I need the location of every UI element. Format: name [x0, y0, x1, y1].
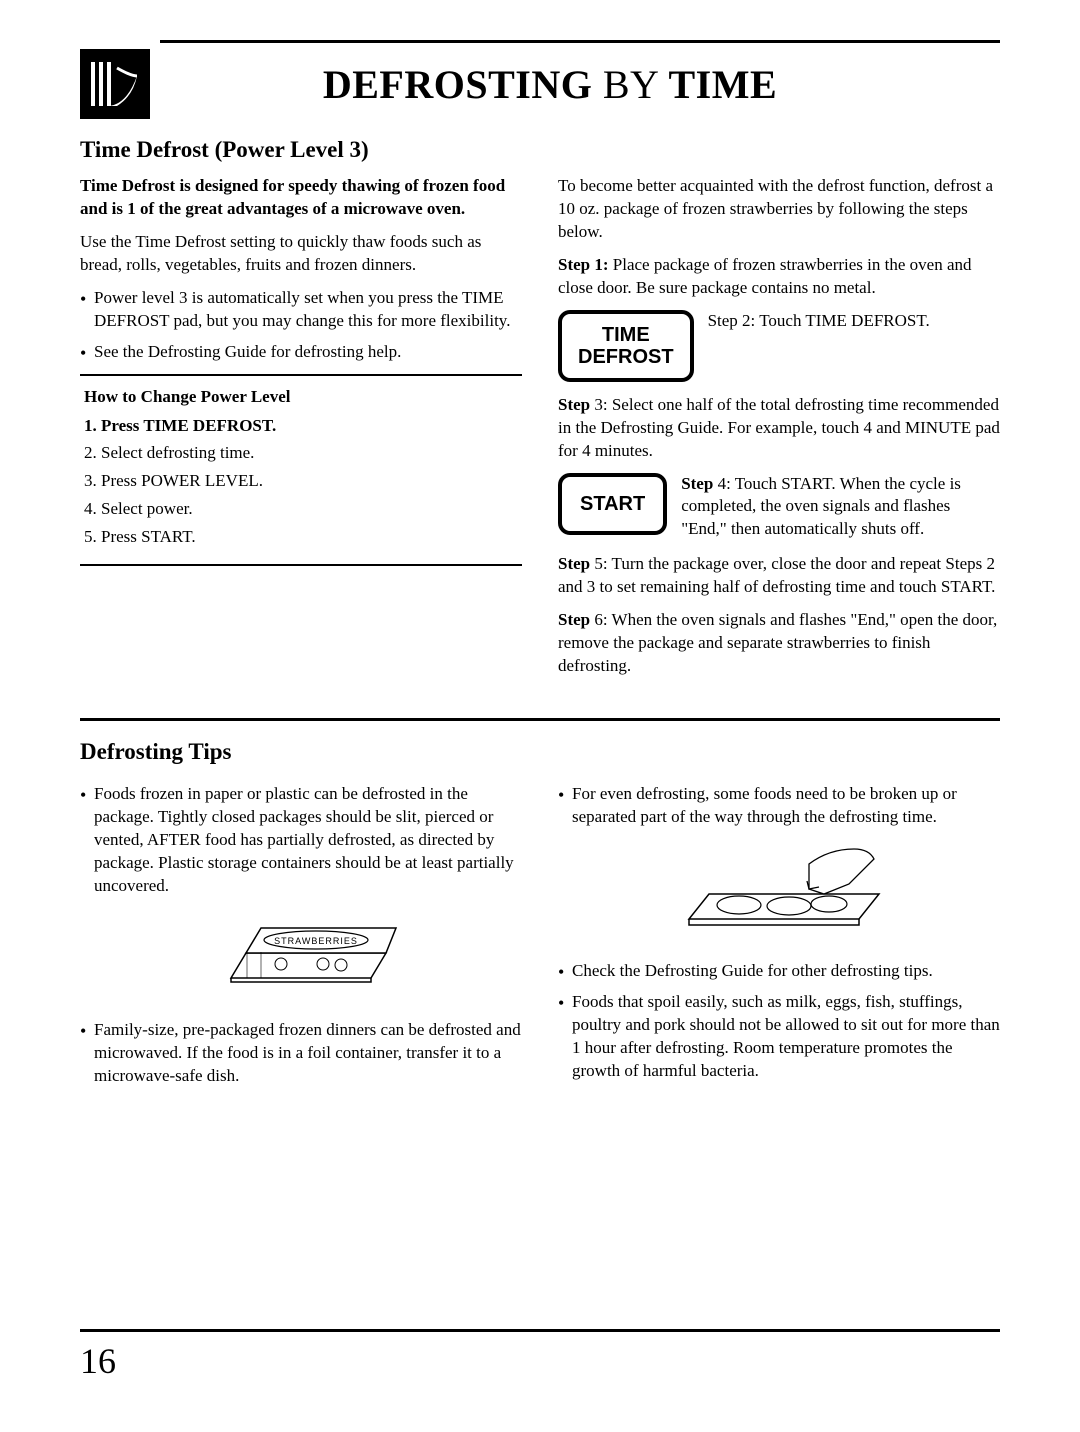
- step5-label: Step: [558, 554, 590, 573]
- step2-row: TIME DEFROST Step 2: Touch TIME DEFROST.: [558, 310, 1000, 382]
- step6-text: 6: When the oven signals and flashes "En…: [558, 610, 997, 675]
- logo-icon: [80, 49, 150, 119]
- button-line1: TIME: [602, 324, 650, 346]
- step5-text: 5: Turn the package over, close the door…: [558, 554, 995, 596]
- page-number: 16: [80, 1340, 116, 1382]
- strawberry-package-illustration: STRAWBERRIES: [80, 908, 522, 1005]
- howto-title: How to Change Power Level: [84, 386, 518, 409]
- left-bullets: Power level 3 is automatically set when …: [80, 287, 522, 364]
- svg-text:STRAWBERRIES: STRAWBERRIES: [274, 936, 358, 946]
- divider: [80, 718, 1000, 721]
- howto-step: 3. Press POWER LEVEL.: [84, 470, 518, 493]
- step4: Step 4: Touch START. When the cycle is c…: [681, 473, 1000, 542]
- section2-columns: Foods frozen in paper or plastic can be …: [80, 777, 1000, 1097]
- step5: Step 5: Turn the package over, close the…: [558, 553, 1000, 599]
- howto-list: 1. Press TIME DEFROST. 2. Select defrost…: [84, 415, 518, 550]
- section1-title: Time Defrost (Power Level 3): [80, 137, 1000, 163]
- step4-label: Step: [681, 474, 713, 493]
- tip-bullet: Family-size, pre-packaged frozen dinners…: [80, 1019, 522, 1088]
- section1-columns: Time Defrost is designed for speedy thaw…: [80, 175, 1000, 688]
- start-button-icon: START: [558, 473, 667, 535]
- title-part1: DEFROSTING: [323, 62, 593, 107]
- separating-food-illustration: [558, 839, 1000, 946]
- howto-box: How to Change Power Level 1. Press TIME …: [80, 374, 522, 567]
- top-rule: [160, 40, 1000, 43]
- tip-bullet: Check the Defrosting Guide for other def…: [558, 960, 1000, 983]
- bottom-rule: [80, 1329, 1000, 1332]
- start-label: START: [580, 493, 645, 515]
- section1-right: To become better acquainted with the def…: [558, 175, 1000, 688]
- section2-left: Foods frozen in paper or plastic can be …: [80, 777, 522, 1097]
- tips-left-bullets2: Family-size, pre-packaged frozen dinners…: [80, 1019, 522, 1088]
- howto-step: 2. Select defrosting time.: [84, 442, 518, 465]
- step3: Step 3: Select one half of the total def…: [558, 394, 1000, 463]
- step6: Step 6: When the oven signals and flashe…: [558, 609, 1000, 678]
- time-defrost-button-icon: TIME DEFROST: [558, 310, 694, 382]
- tip-bullet: Foods that spoil easily, such as milk, e…: [558, 991, 1000, 1083]
- step3-text: 3: Select one half of the total defrosti…: [558, 395, 1000, 460]
- tips-right-bullets: For even defrosting, some foods need to …: [558, 783, 1000, 829]
- section2-title: Defrosting Tips: [80, 739, 1000, 765]
- step2-text: Step 2: Touch TIME DEFROST.: [708, 310, 930, 333]
- howto-step: 5. Press START.: [84, 526, 518, 549]
- section1-left: Time Defrost is designed for speedy thaw…: [80, 175, 522, 688]
- page-title: DEFROSTING BY TIME: [170, 61, 1000, 108]
- left-p1: Use the Time Defrost setting to quickly …: [80, 231, 522, 277]
- step3-label: Step: [558, 395, 590, 414]
- step4-row: START Step 4: Touch START. When the cycl…: [558, 473, 1000, 542]
- tip-bullet: Foods frozen in paper or plastic can be …: [80, 783, 522, 898]
- title-part3: TIME: [668, 62, 777, 107]
- step1: Step 1: Place package of frozen strawber…: [558, 254, 1000, 300]
- howto-step: 1. Press TIME DEFROST.: [84, 415, 518, 438]
- right-p1: To become better acquainted with the def…: [558, 175, 1000, 244]
- section2-right: For even defrosting, some foods need to …: [558, 777, 1000, 1097]
- button-line2: DEFROST: [578, 346, 674, 368]
- step6-label: Step: [558, 610, 590, 629]
- left-bullet: Power level 3 is automatically set when …: [80, 287, 522, 333]
- tip-bullet: For even defrosting, some foods need to …: [558, 783, 1000, 829]
- left-bullet: See the Defrosting Guide for defrosting …: [80, 341, 522, 364]
- intro-bold: Time Defrost is designed for speedy thaw…: [80, 175, 522, 221]
- header: DEFROSTING BY TIME: [80, 49, 1000, 119]
- step1-label: Step 1:: [558, 255, 609, 274]
- tips-left-bullets: Foods frozen in paper or plastic can be …: [80, 783, 522, 898]
- title-part2: BY: [592, 62, 668, 107]
- step1-text: Place package of frozen strawberries in …: [558, 255, 972, 297]
- step4-text: 4: Touch START. When the cycle is comple…: [681, 474, 961, 539]
- tips-right-bullets2: Check the Defrosting Guide for other def…: [558, 960, 1000, 1083]
- howto-step: 4. Select power.: [84, 498, 518, 521]
- howto-step-1: 1. Press TIME DEFROST.: [84, 416, 276, 435]
